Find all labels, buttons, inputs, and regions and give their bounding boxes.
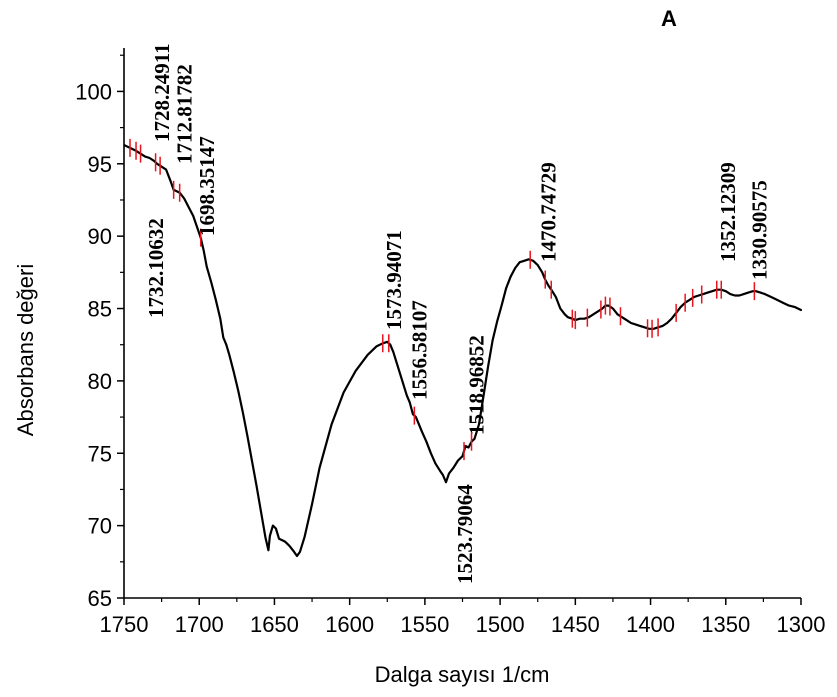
- x-tick-label: 1600: [325, 612, 374, 637]
- peak-annotation-label: 1712.81782: [173, 64, 197, 164]
- x-tick-label: 1500: [476, 612, 525, 637]
- peak-annotation-label: 1352.12309: [716, 162, 740, 262]
- peak-markers: [129, 138, 756, 461]
- peak-annotation-label: 1728.24911: [150, 43, 174, 142]
- peak-annotation-label: 1732.10632: [144, 218, 168, 318]
- plot-area: [124, 138, 802, 558]
- y-tick-label: 95: [88, 152, 112, 177]
- y-axis-title: Absorbans değeri: [13, 264, 38, 436]
- x-tick-label: 1650: [250, 612, 299, 637]
- panel-label: A: [661, 6, 677, 31]
- y-tick-label: 70: [88, 514, 112, 539]
- y-tick-label: 85: [88, 297, 112, 322]
- absorbance-series-line: [124, 143, 802, 558]
- x-tick-label: 1550: [400, 612, 449, 637]
- x-tick-label: 1300: [777, 612, 826, 637]
- peak-annotation-label: 1523.79064: [453, 484, 477, 584]
- peak-annotation-label: 1470.74729: [537, 162, 561, 262]
- x-tick-label: 1450: [551, 612, 600, 637]
- peak-annotation-label: 1330.90575: [747, 180, 771, 280]
- y-tick-label: 100: [75, 79, 112, 104]
- y-tick-label: 75: [88, 441, 112, 466]
- peak-annotation-label: 1698.35147: [195, 136, 219, 236]
- x-ticks: 1750 1700 1650 1600 1550 1500 1450 1400 1350 1300: [100, 598, 826, 637]
- x-tick-label: 1700: [175, 612, 224, 637]
- x-tick-label: 1750: [100, 612, 149, 637]
- y-tick-label: 80: [88, 369, 112, 394]
- x-axis-title: Dalga sayısı 1/cm: [375, 662, 550, 687]
- peak-annotations: 1732.10632 1728.249111712.817821698.35147…: [144, 43, 771, 584]
- y-tick-label: 90: [88, 224, 112, 249]
- x-tick-label: 1350: [701, 612, 750, 637]
- x-tick-label: 1400: [626, 612, 675, 637]
- peak-annotation-label: 1518.96852: [465, 335, 489, 435]
- y-ticks: 65 70 75 80 85 90 95 100: [75, 54, 124, 611]
- y-tick-label: 65: [88, 586, 112, 611]
- peak-annotation-label: 1556.58107: [407, 300, 431, 400]
- peak-annotation-label: 1573.94071: [382, 230, 406, 330]
